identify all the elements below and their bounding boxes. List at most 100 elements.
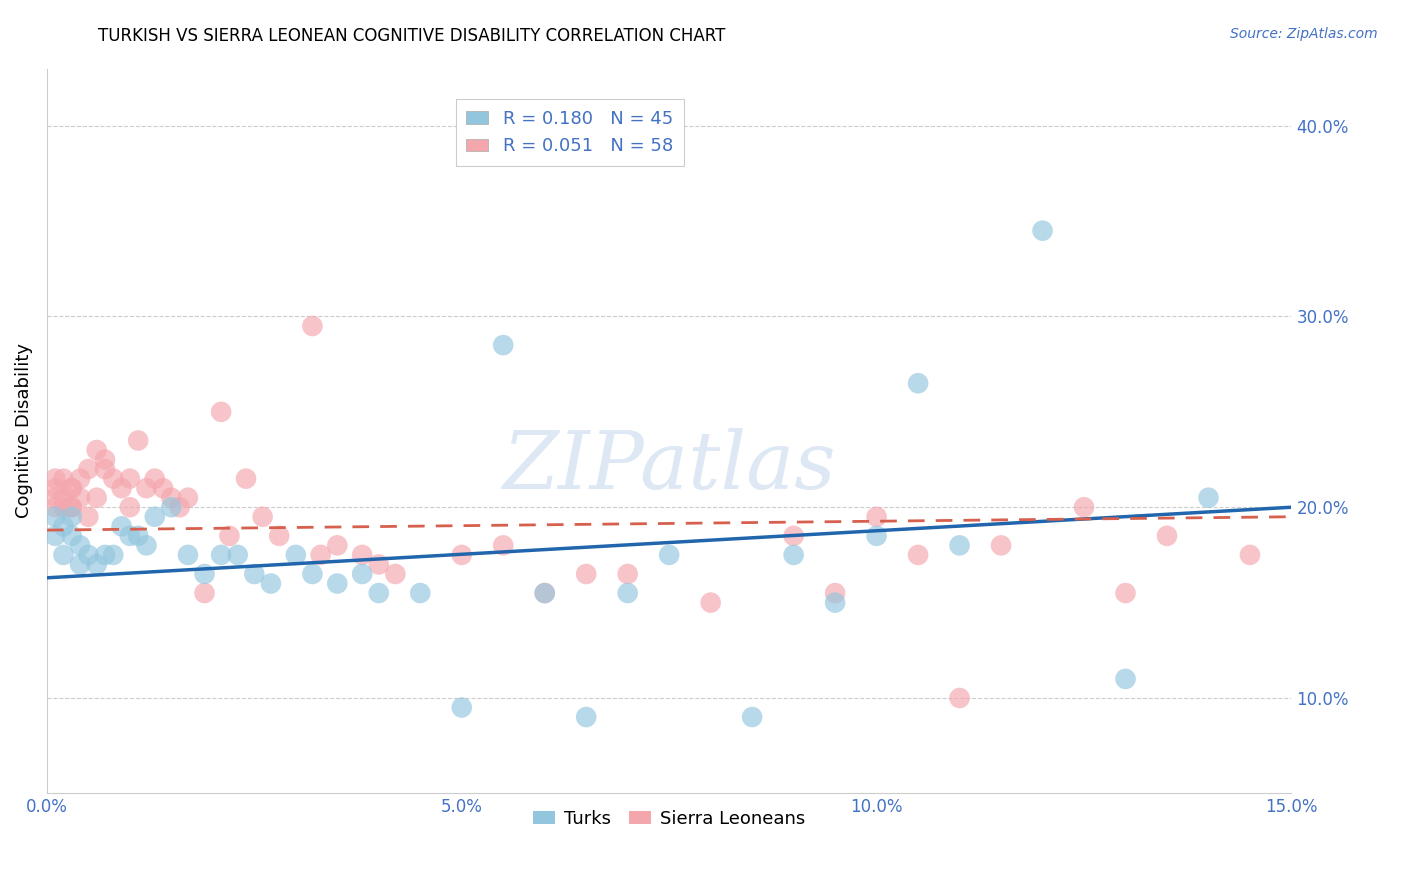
Point [492, 338, 515, 352]
Point [450, 700, 472, 714]
Point [782, 529, 804, 543]
Point [69, 472, 91, 486]
Point [409, 586, 432, 600]
Point [69, 558, 91, 572]
Point [948, 538, 970, 552]
Point [741, 710, 763, 724]
Point [44, 491, 66, 505]
Point [575, 710, 598, 724]
Point [209, 405, 232, 419]
Point [193, 566, 215, 581]
Point [352, 548, 374, 562]
Point [110, 519, 132, 533]
Point [226, 548, 249, 562]
Point [1156, 529, 1178, 543]
Point [1198, 491, 1220, 505]
Text: Source: ZipAtlas.com: Source: ZipAtlas.com [1230, 27, 1378, 41]
Point [103, 472, 125, 486]
Point [326, 538, 349, 552]
Y-axis label: Cognitive Disability: Cognitive Disability [15, 343, 32, 518]
Point [269, 529, 291, 543]
Point [52, 548, 75, 562]
Point [127, 434, 149, 448]
Point [44, 472, 66, 486]
Text: TURKISH VS SIERRA LEONEAN COGNITIVE DISABILITY CORRELATION CHART: TURKISH VS SIERRA LEONEAN COGNITIVE DISA… [98, 27, 725, 45]
Point [44, 481, 66, 495]
Point [160, 491, 183, 505]
Point [118, 529, 141, 543]
Point [616, 586, 638, 600]
Point [152, 481, 174, 495]
Point [193, 586, 215, 600]
Point [44, 500, 66, 515]
Point [533, 586, 555, 600]
Point [367, 558, 389, 572]
Point [52, 519, 75, 533]
Point [143, 509, 166, 524]
Point [782, 548, 804, 562]
Point [77, 462, 100, 476]
Point [301, 318, 323, 333]
Point [118, 472, 141, 486]
Point [127, 529, 149, 543]
Point [450, 548, 472, 562]
Point [135, 538, 157, 552]
Point [77, 548, 100, 562]
Point [110, 481, 132, 495]
Point [284, 548, 307, 562]
Point [865, 509, 887, 524]
Point [1115, 672, 1137, 686]
Point [990, 538, 1012, 552]
Point [533, 586, 555, 600]
Point [177, 548, 200, 562]
Point [658, 548, 681, 562]
Point [243, 566, 266, 581]
Point [69, 491, 91, 505]
Point [948, 690, 970, 705]
Point [575, 566, 598, 581]
Text: ZIPatlas: ZIPatlas [502, 428, 837, 506]
Point [77, 509, 100, 524]
Point [52, 500, 75, 515]
Point [1115, 586, 1137, 600]
Point [94, 452, 117, 467]
Point [52, 491, 75, 505]
Point [352, 566, 374, 581]
Point [86, 491, 108, 505]
Point [69, 538, 91, 552]
Point [1031, 224, 1053, 238]
Point [86, 442, 108, 457]
Legend: Turks, Sierra Leoneans: Turks, Sierra Leoneans [526, 803, 813, 835]
Point [235, 472, 257, 486]
Point [44, 529, 66, 543]
Point [1073, 500, 1095, 515]
Point [865, 529, 887, 543]
Point [218, 529, 240, 543]
Point [143, 472, 166, 486]
Point [52, 472, 75, 486]
Point [209, 548, 232, 562]
Point [118, 500, 141, 515]
Point [252, 509, 274, 524]
Point [135, 481, 157, 495]
Point [616, 566, 638, 581]
Point [60, 509, 83, 524]
Point [60, 481, 83, 495]
Point [309, 548, 332, 562]
Point [260, 576, 283, 591]
Point [384, 566, 406, 581]
Point [94, 462, 117, 476]
Point [367, 586, 389, 600]
Point [1239, 548, 1261, 562]
Point [301, 566, 323, 581]
Point [326, 576, 349, 591]
Point [60, 529, 83, 543]
Point [60, 500, 83, 515]
Point [60, 500, 83, 515]
Point [103, 548, 125, 562]
Point [699, 596, 721, 610]
Point [177, 491, 200, 505]
Point [94, 548, 117, 562]
Point [60, 481, 83, 495]
Point [907, 376, 929, 391]
